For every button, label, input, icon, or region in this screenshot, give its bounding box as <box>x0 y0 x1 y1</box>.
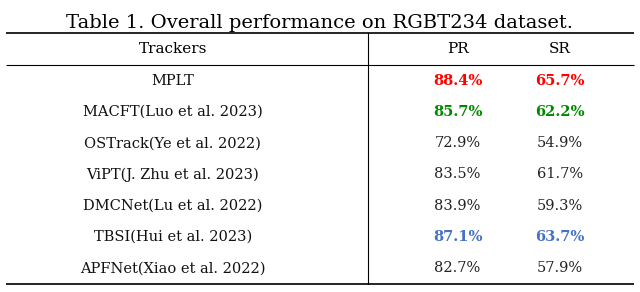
Text: 63.7%: 63.7% <box>535 230 585 244</box>
Text: 57.9%: 57.9% <box>537 261 583 275</box>
Text: OSTrack(Ye et al. 2022): OSTrack(Ye et al. 2022) <box>84 136 261 150</box>
Text: 88.4%: 88.4% <box>433 74 483 88</box>
Text: 72.9%: 72.9% <box>435 136 481 150</box>
Text: PR: PR <box>447 42 468 56</box>
Text: Trackers: Trackers <box>139 42 207 56</box>
Text: 62.2%: 62.2% <box>535 105 585 119</box>
Text: 85.7%: 85.7% <box>433 105 483 119</box>
Text: MACFT(Luo et al. 2023): MACFT(Luo et al. 2023) <box>83 105 262 119</box>
Text: MPLT: MPLT <box>152 74 194 88</box>
Text: 83.5%: 83.5% <box>435 168 481 182</box>
Text: ViPT(J. Zhu et al. 2023): ViPT(J. Zhu et al. 2023) <box>86 167 259 182</box>
Text: SR: SR <box>549 42 571 56</box>
Text: 87.1%: 87.1% <box>433 230 483 244</box>
Text: DMCNet(Lu et al. 2022): DMCNet(Lu et al. 2022) <box>83 199 262 213</box>
Text: 59.3%: 59.3% <box>537 199 583 213</box>
Text: TBSI(Hui et al. 2023): TBSI(Hui et al. 2023) <box>93 230 252 244</box>
Text: Table 1. Overall performance on RGBT234 dataset.: Table 1. Overall performance on RGBT234 … <box>67 14 573 32</box>
Text: 54.9%: 54.9% <box>537 136 583 150</box>
Text: 83.9%: 83.9% <box>435 199 481 213</box>
Text: 61.7%: 61.7% <box>537 168 583 182</box>
Text: 65.7%: 65.7% <box>535 74 585 88</box>
Text: 82.7%: 82.7% <box>435 261 481 275</box>
Text: APFNet(Xiao et al. 2022): APFNet(Xiao et al. 2022) <box>80 261 266 275</box>
